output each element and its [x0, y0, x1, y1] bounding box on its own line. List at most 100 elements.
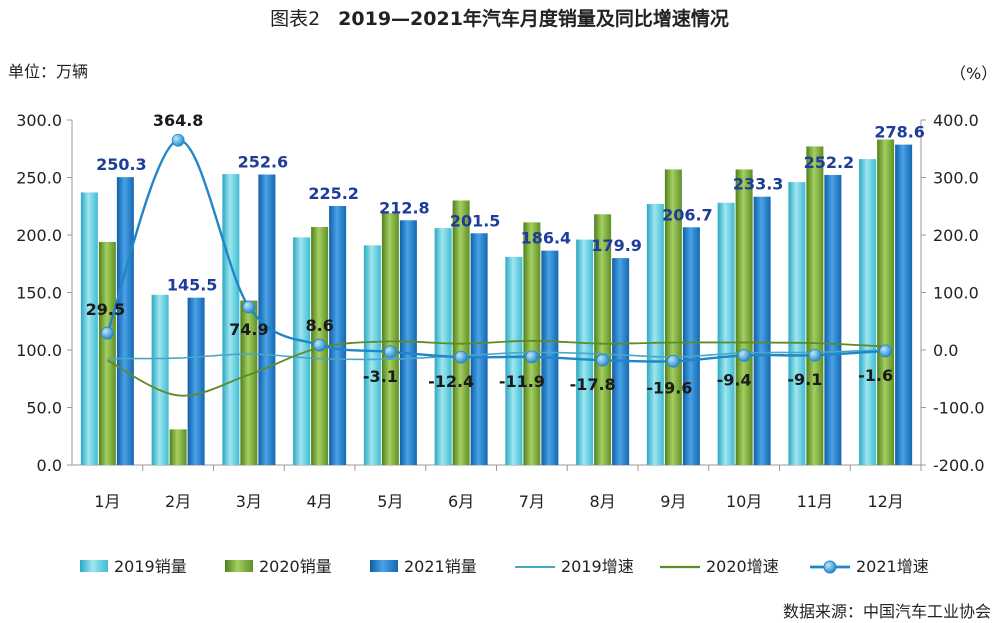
point-2021增速: [242, 300, 256, 314]
left-tick-label: 50.0: [26, 399, 62, 418]
bar-data-label: 145.5: [167, 276, 218, 295]
bar-2019销量: [151, 294, 169, 465]
bar-2019销量: [80, 192, 98, 465]
right-tick-label: 0.0: [933, 341, 958, 360]
bar-2019销量: [717, 202, 735, 466]
point-2021增速: [383, 345, 397, 359]
bar-2021销量: [399, 220, 417, 465]
bar-2019销量: [646, 203, 664, 465]
growth-data-label: 364.8: [153, 111, 204, 130]
left-axis-unit: 单位：万辆: [8, 62, 89, 81]
bar-data-label: 278.6: [874, 123, 925, 142]
right-tick-label: 100.0: [933, 284, 979, 303]
left-tick-label: 300.0: [16, 111, 62, 130]
left-tick-label: 0.0: [37, 456, 62, 475]
legend-label-2021增速: 2021增速: [856, 557, 929, 576]
bar-data-label: 252.2: [804, 153, 855, 172]
bar-data-label: 179.9: [591, 236, 642, 255]
growth-data-label: -11.9: [499, 372, 545, 391]
bar-2020销量: [240, 300, 258, 465]
right-tick-label: -200.0: [933, 456, 985, 475]
bar-2020销量: [735, 169, 753, 465]
bar-2020销量: [594, 214, 612, 465]
line-2019增速: [107, 349, 886, 361]
growth-data-label: -17.8: [570, 375, 616, 394]
x-tick-label: 10月: [726, 492, 762, 511]
chart-title: 图表2 2019—2021年汽车月度销量及同比增速情况: [0, 4, 999, 31]
growth-data-label: -19.6: [646, 378, 692, 397]
growth-data-label: -1.6: [858, 366, 893, 385]
right-tick-label: 400.0: [933, 111, 979, 130]
bar-2019销量: [788, 182, 806, 465]
point-2021增速: [666, 354, 680, 368]
bar-data-label: 186.4: [521, 229, 572, 248]
right-tick-label: 200.0: [933, 226, 979, 245]
point-2021增速: [808, 348, 822, 362]
x-tick-label: 7月: [519, 492, 545, 511]
bar-2020销量: [664, 169, 682, 465]
bar-2019销量: [505, 256, 523, 465]
left-tick-label: 100.0: [16, 341, 62, 360]
x-tick-label: 2月: [165, 492, 191, 511]
bar-2019销量: [434, 228, 452, 465]
bar-data-label: 233.3: [733, 175, 784, 194]
legend-swatch-2020销量: [225, 560, 253, 572]
point-2021增速: [596, 353, 610, 367]
growth-data-label: -12.4: [428, 372, 474, 391]
bar-2020销量: [806, 146, 824, 465]
growth-data-label: -9.4: [717, 370, 752, 389]
legend-label-2020销量: 2020销量: [259, 557, 332, 576]
bar-2019销量: [293, 237, 311, 465]
x-tick-label: 3月: [236, 492, 262, 511]
growth-data-label: 74.9: [229, 320, 268, 339]
growth-data-label: 29.5: [86, 300, 125, 319]
legend-label-2019增速: 2019增速: [561, 557, 634, 576]
legend-label-2019销量: 2019销量: [114, 557, 187, 576]
bar-2020销量: [98, 241, 116, 465]
bar-2020销量: [169, 429, 187, 465]
growth-data-label: -3.1: [363, 367, 398, 386]
legend-marker-2021增速: [823, 560, 837, 574]
right-tick-label: -100.0: [933, 399, 985, 418]
bar-2021销量: [258, 174, 276, 465]
bar-data-label: 252.6: [238, 153, 289, 172]
chart-title-prefix: 图表2: [270, 8, 321, 30]
growth-data-label: 8.6: [305, 316, 333, 335]
bar-2021销量: [329, 206, 347, 465]
right-axis-unit: （%）: [950, 64, 998, 83]
bar-data-label: 225.2: [308, 184, 359, 203]
bar-2019销量: [576, 239, 594, 465]
bar-2021销量: [116, 177, 134, 465]
x-tick-label: 1月: [94, 492, 120, 511]
chart-title-text: 2019—2021年汽车月度销量及同比增速情况: [338, 8, 729, 30]
bar-data-label: 250.3: [96, 155, 147, 174]
bar-data-label: 206.7: [662, 205, 713, 224]
bar-2021销量: [682, 227, 700, 465]
x-tick-label: 12月: [867, 492, 903, 511]
x-tick-label: 11月: [797, 492, 833, 511]
point-2021增速: [454, 350, 468, 364]
point-2021增速: [737, 349, 751, 362]
bar-2019销量: [363, 245, 381, 465]
legend-label-2020增速: 2020增速: [706, 557, 779, 576]
bar-2021销量: [895, 144, 913, 466]
left-tick-label: 250.0: [16, 169, 62, 188]
x-tick-label: 8月: [590, 492, 616, 511]
bar-2019销量: [222, 174, 240, 466]
bar-2021销量: [824, 174, 842, 465]
point-2021增速: [313, 338, 327, 352]
data-source-note: 数据来源：中国汽车工业协会: [782, 602, 991, 621]
legend-label-2021销量: 2021销量: [404, 557, 477, 576]
bar-2019销量: [859, 159, 877, 465]
x-tick-label: 4月: [307, 492, 333, 511]
bar-data-label: 201.5: [450, 211, 501, 230]
bar-2020销量: [877, 139, 895, 466]
growth-data-label: -9.1: [787, 370, 822, 389]
x-tick-label: 9月: [660, 492, 686, 511]
bar-data-label: 212.8: [379, 198, 430, 217]
point-2021增速: [879, 344, 893, 358]
point-2021增速: [171, 133, 185, 147]
bar-2021销量: [753, 196, 771, 465]
bar-2020销量: [381, 213, 399, 465]
